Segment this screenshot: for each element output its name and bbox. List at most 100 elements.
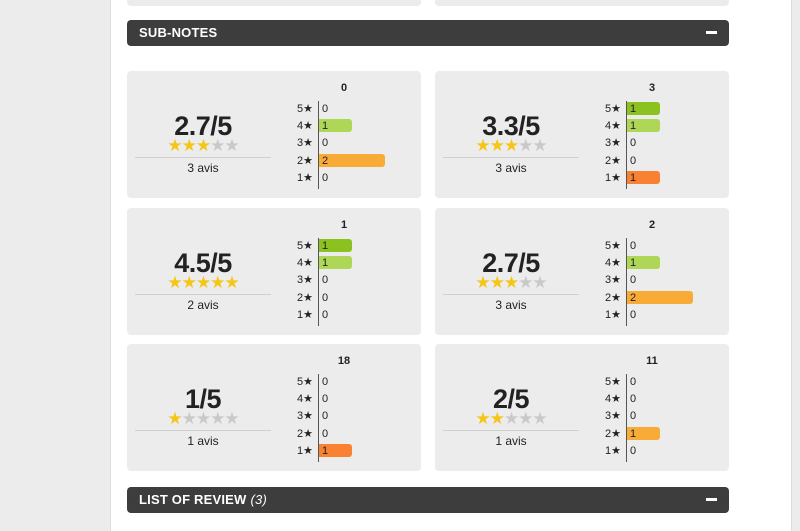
star-level-label: 5★ xyxy=(297,103,313,115)
star-level-label: 5★ xyxy=(297,376,313,388)
divider xyxy=(443,430,579,431)
vote-count: 0 xyxy=(630,444,637,457)
rating-card: 1 4.5/5 ★★★★★ 2 avis 5★ 1 4★ 1 3★ 0 2★ 0 1★ 0 xyxy=(127,208,421,335)
rating-card: 0 2.7/5 ★★★★★ 3 avis 5★ 0 4★ 1 3★ 0 2★ 2 1★ 0 xyxy=(127,71,421,198)
divider xyxy=(443,157,579,158)
average-score: 2.7/5 xyxy=(174,111,232,141)
star-icon: ★ xyxy=(210,136,225,155)
review-list-title: LIST OF REVIEW xyxy=(139,492,247,507)
star-level-label: 4★ xyxy=(297,120,313,133)
distribution-axis xyxy=(318,101,319,189)
distribution-bar xyxy=(319,153,385,167)
star-icon: ★ xyxy=(518,136,533,155)
star-icon: ★ xyxy=(181,136,197,155)
star-icon: ★ xyxy=(475,409,490,428)
previous-card-edge xyxy=(435,0,729,6)
star-level-label: 3★ xyxy=(297,274,313,287)
star-icon: ★ xyxy=(518,409,533,428)
vote-count: 1 xyxy=(630,427,637,440)
star-icon: ★ xyxy=(167,409,182,428)
vote-count: 0 xyxy=(322,274,329,287)
card-name: 11 xyxy=(646,355,658,367)
vote-count: 2 xyxy=(630,291,637,304)
star-icon: ★ xyxy=(181,273,197,292)
vote-count: 0 xyxy=(322,308,329,321)
distribution-bar xyxy=(319,239,352,252)
vote-count: 1 xyxy=(630,103,637,115)
star-icon: ★ xyxy=(195,409,211,428)
star-level-label: 1★ xyxy=(605,308,621,321)
vote-count: 1 xyxy=(322,120,329,133)
review-list-header[interactable]: LIST OF REVIEW (3) xyxy=(127,487,729,513)
rating-card: 11 2/5 ★★★★★ 1 avis 5★ 0 4★ 0 3★ 0 2★ 1 1★ 0 xyxy=(435,344,729,471)
divider xyxy=(135,157,271,158)
minus-icon[interactable] xyxy=(706,31,717,34)
vote-count: 0 xyxy=(630,308,637,321)
star-icon: ★ xyxy=(224,409,239,428)
star-icon: ★ xyxy=(489,136,505,155)
star-rating: ★★★★★ xyxy=(135,137,271,155)
vote-count: 0 xyxy=(630,154,637,167)
star-level-label: 3★ xyxy=(297,410,313,423)
star-icon: ★ xyxy=(224,136,239,155)
sub-notes-header[interactable]: SUB-NOTES xyxy=(127,20,729,46)
star-level-label: 5★ xyxy=(605,240,621,252)
card-name: 3 xyxy=(648,82,656,94)
star-rating: ★★★★★ xyxy=(443,410,579,428)
distribution-bar xyxy=(627,426,660,440)
star-level-label: 3★ xyxy=(605,137,621,150)
vote-count: 0 xyxy=(322,393,329,406)
average-score: 1/5 xyxy=(184,384,222,414)
star-level-label: 1★ xyxy=(605,444,621,457)
star-icon: ★ xyxy=(503,273,519,292)
sub-notes-title: SUB-NOTES xyxy=(139,25,218,40)
star-level-label: 2★ xyxy=(605,291,621,304)
vote-count: 0 xyxy=(322,103,329,115)
card-name: 1 xyxy=(340,219,348,231)
distribution-bar xyxy=(319,119,352,133)
rating-card: 18 1/5 ★★★★★ 1 avis 5★ 0 4★ 0 3★ 0 2★ 0 1★ 1 xyxy=(127,344,421,471)
vote-count: 0 xyxy=(322,171,329,184)
star-level-label: 1★ xyxy=(297,308,313,321)
divider xyxy=(135,294,271,295)
vote-count: 0 xyxy=(322,427,329,440)
star-rating: ★★★★★ xyxy=(135,410,271,428)
distribution-bar xyxy=(627,170,660,184)
card-name: 2 xyxy=(648,219,656,231)
star-level-label: 1★ xyxy=(297,171,313,184)
star-icon: ★ xyxy=(210,409,225,428)
vote-count: 0 xyxy=(322,291,329,304)
page-content: SUB-NOTES 0 2.7/5 ★★★★★ 3 avis 5★ 0 4★ 1 3★ 0 2★ 2 1… xyxy=(110,0,792,531)
star-level-label: 1★ xyxy=(297,444,313,457)
previous-card-edge xyxy=(127,0,421,6)
star-icon: ★ xyxy=(195,136,211,155)
star-icon: ★ xyxy=(195,273,211,292)
review-count-label: 3 avis xyxy=(187,161,219,175)
star-level-label: 2★ xyxy=(297,291,313,304)
vote-count: 0 xyxy=(630,376,637,388)
vote-count: 1 xyxy=(630,257,637,270)
vote-count: 0 xyxy=(630,393,637,406)
star-rating: ★★★★★ xyxy=(135,274,271,292)
distribution-axis xyxy=(626,374,627,462)
vote-count: 0 xyxy=(630,274,637,287)
vote-count: 1 xyxy=(322,257,329,270)
review-count-label: 1 avis xyxy=(495,434,527,448)
rating-card: 3 3.3/5 ★★★★★ 3 avis 5★ 1 4★ 1 3★ 0 2★ 0 1★ 1 xyxy=(435,71,729,198)
star-icon: ★ xyxy=(532,409,547,428)
vote-count: 1 xyxy=(322,444,329,457)
minus-icon[interactable] xyxy=(706,498,717,501)
average-score: 3.3/5 xyxy=(482,111,540,141)
distribution-bar xyxy=(319,256,352,270)
card-name: 0 xyxy=(340,82,348,94)
star-icon: ★ xyxy=(475,273,490,292)
star-icon: ★ xyxy=(503,409,519,428)
star-icon: ★ xyxy=(167,136,182,155)
star-level-label: 4★ xyxy=(605,257,621,270)
vote-count: 1 xyxy=(630,120,637,133)
distribution-bar xyxy=(319,443,352,457)
review-count-label: 3 avis xyxy=(495,298,527,312)
rating-card: 2 2.7/5 ★★★★★ 3 avis 5★ 0 4★ 1 3★ 0 2★ 2 1★ 0 xyxy=(435,208,729,335)
review-count-label: 1 avis xyxy=(187,434,219,448)
review-count-label: 3 avis xyxy=(495,161,527,175)
